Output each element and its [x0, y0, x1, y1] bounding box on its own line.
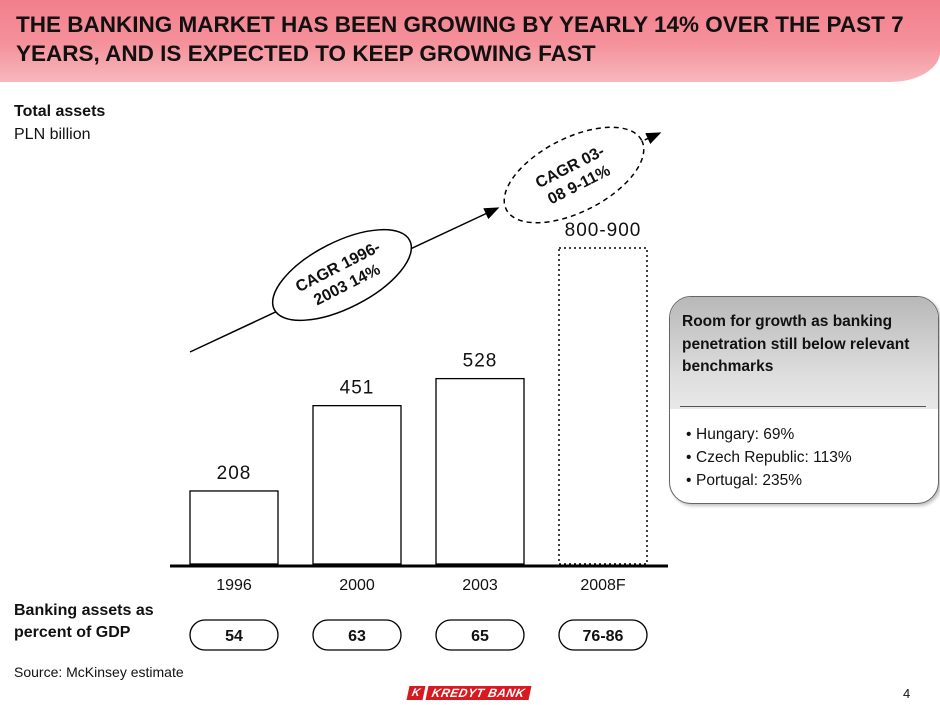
gdp-row-label: Banking assets as percent of GDP	[14, 602, 154, 641]
cagr-ellipse	[503, 126, 645, 224]
bar-value-label: 451	[340, 378, 375, 399]
benchmark-text: Hungary: 69%	[696, 426, 795, 443]
header-banner: THE BANKING MARKET HAS BEEN GROWING BY Y…	[0, 0, 940, 82]
kredyt-bank-logo: K KREDYT BANK	[406, 686, 532, 700]
gdp-pill	[558, 619, 648, 651]
benchmark-text: Portugal: 235%	[696, 472, 802, 489]
growth-callout: Room for growth as banking penetration s…	[669, 296, 939, 504]
benchmark-text: Czech Republic: 113%	[696, 449, 852, 466]
x-tick-label: 2003	[462, 577, 498, 594]
benchmark-item: • Czech Republic: 113%	[686, 446, 852, 469]
logo-mark: K	[406, 686, 426, 700]
benchmark-list: • Hungary: 69% • Czech Republic: 113% • Por…	[686, 423, 852, 492]
gdp-value: 76-86	[583, 628, 624, 645]
forecast-bar	[558, 247, 648, 565]
bar-value-label: 800-900	[565, 220, 642, 241]
cagr-ellipse	[271, 228, 413, 322]
bullet-icon: •	[686, 472, 692, 489]
callout-divider	[680, 406, 926, 407]
chart-unit-label: PLN billion	[14, 126, 91, 143]
callout-heading: Room for growth as banking penetration s…	[682, 313, 910, 375]
bar-value-label: 528	[463, 351, 498, 372]
gdp-pill	[312, 619, 402, 651]
cagr-annotation: CAGR 03-08 9-11%	[503, 126, 645, 224]
bullet-icon: •	[686, 426, 692, 443]
page-number: 4	[903, 686, 911, 701]
bar	[435, 377, 525, 565]
logo-wordmark: KREDYT BANK	[425, 686, 532, 700]
bullet-icon: •	[686, 449, 692, 466]
benchmark-item: • Hungary: 69%	[686, 423, 852, 446]
callout-header: Room for growth as banking penetration s…	[670, 297, 938, 409]
gdp-value: 54	[225, 628, 243, 645]
chart-title: Total assets	[14, 103, 106, 120]
slide-title: THE BANKING MARKET HAS BEEN GROWING BY Y…	[16, 12, 904, 66]
bar-value-label: 208	[217, 463, 252, 484]
gdp-pill	[189, 619, 279, 651]
cagr-annotation: CAGR 1996-2003 14%	[271, 228, 413, 322]
gdp-pill	[435, 619, 525, 651]
x-tick-label: 1996	[216, 577, 252, 594]
gdp-value: 63	[348, 628, 366, 645]
bar	[312, 404, 402, 565]
source-note: Source: McKinsey estimate	[14, 664, 184, 680]
x-tick-label: 2000	[339, 577, 375, 594]
gdp-value: 65	[471, 628, 489, 645]
bar	[189, 490, 279, 565]
x-tick-label: 2008F	[580, 577, 626, 594]
benchmark-item: • Portugal: 235%	[686, 469, 852, 492]
